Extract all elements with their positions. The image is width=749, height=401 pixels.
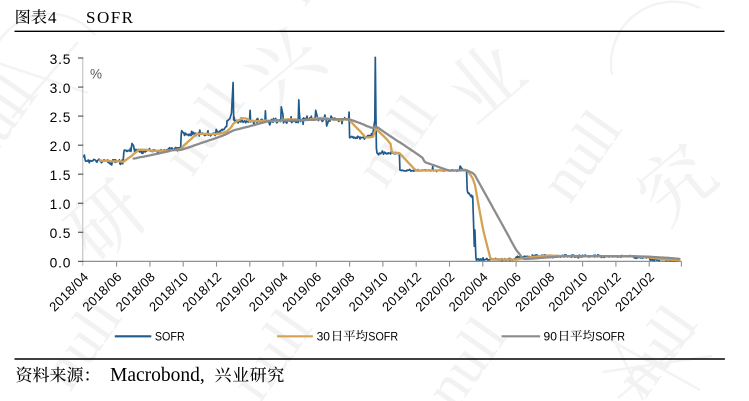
svg-text:1.5: 1.5	[50, 168, 72, 183]
svg-text:0.5: 0.5	[50, 226, 72, 241]
svg-text:0.0: 0.0	[50, 255, 72, 270]
svg-text:SOFR: SOFR	[368, 329, 398, 343]
svg-text:4: 4	[48, 8, 57, 27]
svg-text:null: null	[0, 63, 49, 177]
svg-text:1.0: 1.0	[50, 197, 72, 212]
svg-text:SOFR: SOFR	[595, 329, 625, 343]
svg-text:null: null	[72, 0, 180, 9]
svg-text:null: null	[412, 305, 520, 401]
svg-text:90: 90	[544, 329, 558, 343]
svg-text:%: %	[90, 67, 102, 82]
svg-text:3.0: 3.0	[50, 81, 72, 96]
svg-text:Macrobond,: Macrobond,	[110, 365, 205, 386]
svg-text:2.0: 2.0	[50, 139, 72, 154]
svg-text:null: null	[527, 98, 635, 212]
svg-text:null: null	[262, 0, 370, 15]
svg-text:30: 30	[317, 329, 331, 343]
svg-text:null: null	[217, 297, 325, 401]
svg-text:SOFR: SOFR	[86, 8, 135, 27]
svg-text:2.5: 2.5	[50, 110, 72, 125]
svg-text:SOFR: SOFR	[155, 329, 185, 343]
svg-text:3.5: 3.5	[50, 52, 72, 67]
